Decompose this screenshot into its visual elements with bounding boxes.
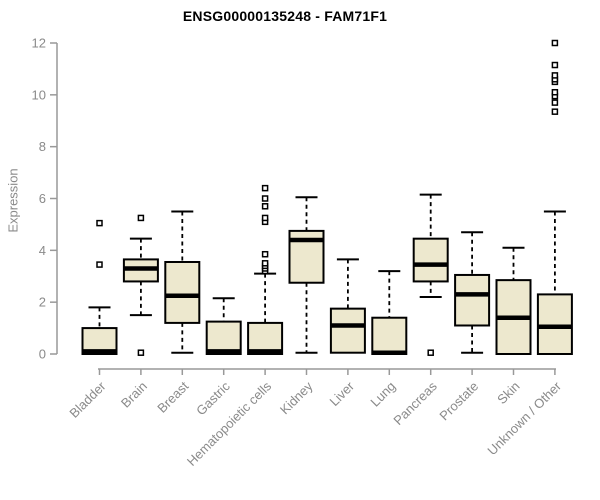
y-tick-label: 12: [32, 36, 46, 51]
box-hematopoietic-cells: [247, 321, 284, 355]
y-tick-label: 6: [39, 191, 46, 206]
outlier-point: [551, 88, 559, 96]
x-tick-label-gastric: Gastric: [193, 378, 233, 418]
y-tick-label: 0: [39, 347, 46, 362]
y-tick-label: 4: [39, 243, 46, 258]
outlier-point: [261, 195, 269, 202]
outlier-point: [137, 214, 145, 222]
x-tick-label-bladder: Bladder: [66, 378, 109, 421]
outlier-point: [261, 203, 269, 210]
outlier-point: [261, 214, 269, 222]
x-tick-label-unknown-other: Unknown / Other: [484, 378, 564, 458]
x-tick-label-lung: Lung: [367, 379, 398, 410]
box-lung: [371, 316, 408, 356]
outlier-point: [551, 108, 559, 115]
box-pancreas: [412, 237, 449, 283]
outlier-point: [261, 250, 269, 258]
outlier-point: [261, 260, 269, 267]
outlier-point: [551, 72, 559, 79]
chart-title: ENSG00000135248 - FAM71F1: [182, 8, 388, 24]
x-tick-label-prostate: Prostate: [436, 379, 481, 424]
box-unknown-other: [536, 293, 573, 355]
x-tick-label-brain: Brain: [118, 379, 150, 411]
x-tick-label-liver: Liver: [326, 378, 357, 409]
x-tick-label-pancreas: Pancreas: [390, 378, 440, 428]
outlier-point: [427, 349, 434, 356]
outlier-point: [137, 349, 145, 356]
y-tick-label: 2: [39, 295, 46, 310]
box-prostate: [454, 273, 491, 327]
box-liver: [329, 307, 366, 354]
box-gastric: [205, 320, 242, 355]
outlier-point: [551, 99, 559, 106]
x-tick-label-kidney: Kidney: [277, 378, 316, 417]
x-tick-label-skin: Skin: [494, 379, 522, 407]
y-tick-label: 10: [32, 87, 46, 102]
outlier-point: [551, 61, 559, 69]
outlier-point: [96, 219, 103, 227]
outlier-point: [551, 39, 559, 47]
y-tick-label: 8: [39, 139, 46, 154]
x-tick-label-breast: Breast: [154, 378, 191, 415]
outlier-point: [96, 261, 103, 268]
outlier-point: [261, 184, 269, 192]
box-breast: [164, 260, 201, 324]
